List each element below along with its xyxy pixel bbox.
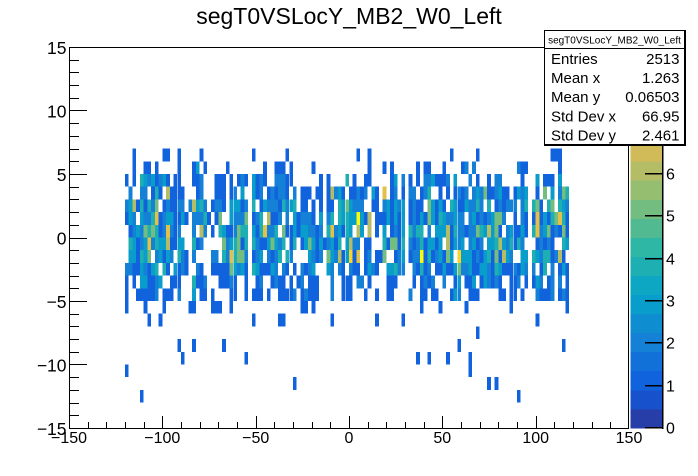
svg-text:−150: −150: [51, 430, 87, 447]
svg-text:0.06503: 0.06503: [625, 89, 679, 106]
svg-text:2: 2: [666, 336, 675, 353]
svg-text:1: 1: [666, 379, 675, 396]
svg-text:Mean x: Mean x: [551, 70, 601, 87]
svg-text:4: 4: [666, 252, 675, 269]
svg-text:0: 0: [57, 229, 67, 249]
svg-text:Std Dev y: Std Dev y: [551, 128, 617, 145]
svg-text:segT0VSLocY_MB2_W0_Left: segT0VSLocY_MB2_W0_Left: [196, 3, 502, 29]
svg-text:3: 3: [666, 294, 675, 311]
svg-text:Entries: Entries: [551, 51, 598, 68]
svg-text:15: 15: [47, 38, 66, 58]
svg-text:6: 6: [666, 167, 675, 184]
svg-text:2513: 2513: [646, 51, 679, 68]
svg-text:segT0VSLocY_MB2_W0_Left: segT0VSLocY_MB2_W0_Left: [548, 36, 681, 47]
svg-text:66.95: 66.95: [642, 108, 680, 125]
svg-text:0: 0: [345, 430, 354, 447]
svg-text:5: 5: [57, 165, 67, 185]
svg-text:10: 10: [47, 102, 67, 122]
svg-text:−50: −50: [242, 430, 269, 447]
svg-text:0: 0: [666, 421, 675, 438]
svg-text:Std Dev x: Std Dev x: [551, 108, 617, 125]
svg-text:−10: −10: [37, 356, 67, 376]
svg-text:−100: −100: [144, 430, 180, 447]
svg-text:−15: −15: [37, 419, 67, 439]
svg-text:Mean y: Mean y: [551, 89, 601, 106]
svg-text:100: 100: [522, 430, 549, 447]
svg-text:1.263: 1.263: [642, 70, 680, 87]
svg-text:5: 5: [666, 209, 675, 226]
svg-text:50: 50: [433, 430, 451, 447]
svg-text:150: 150: [616, 430, 643, 447]
svg-text:2.461: 2.461: [642, 128, 680, 145]
svg-text:−5: −5: [47, 292, 67, 312]
